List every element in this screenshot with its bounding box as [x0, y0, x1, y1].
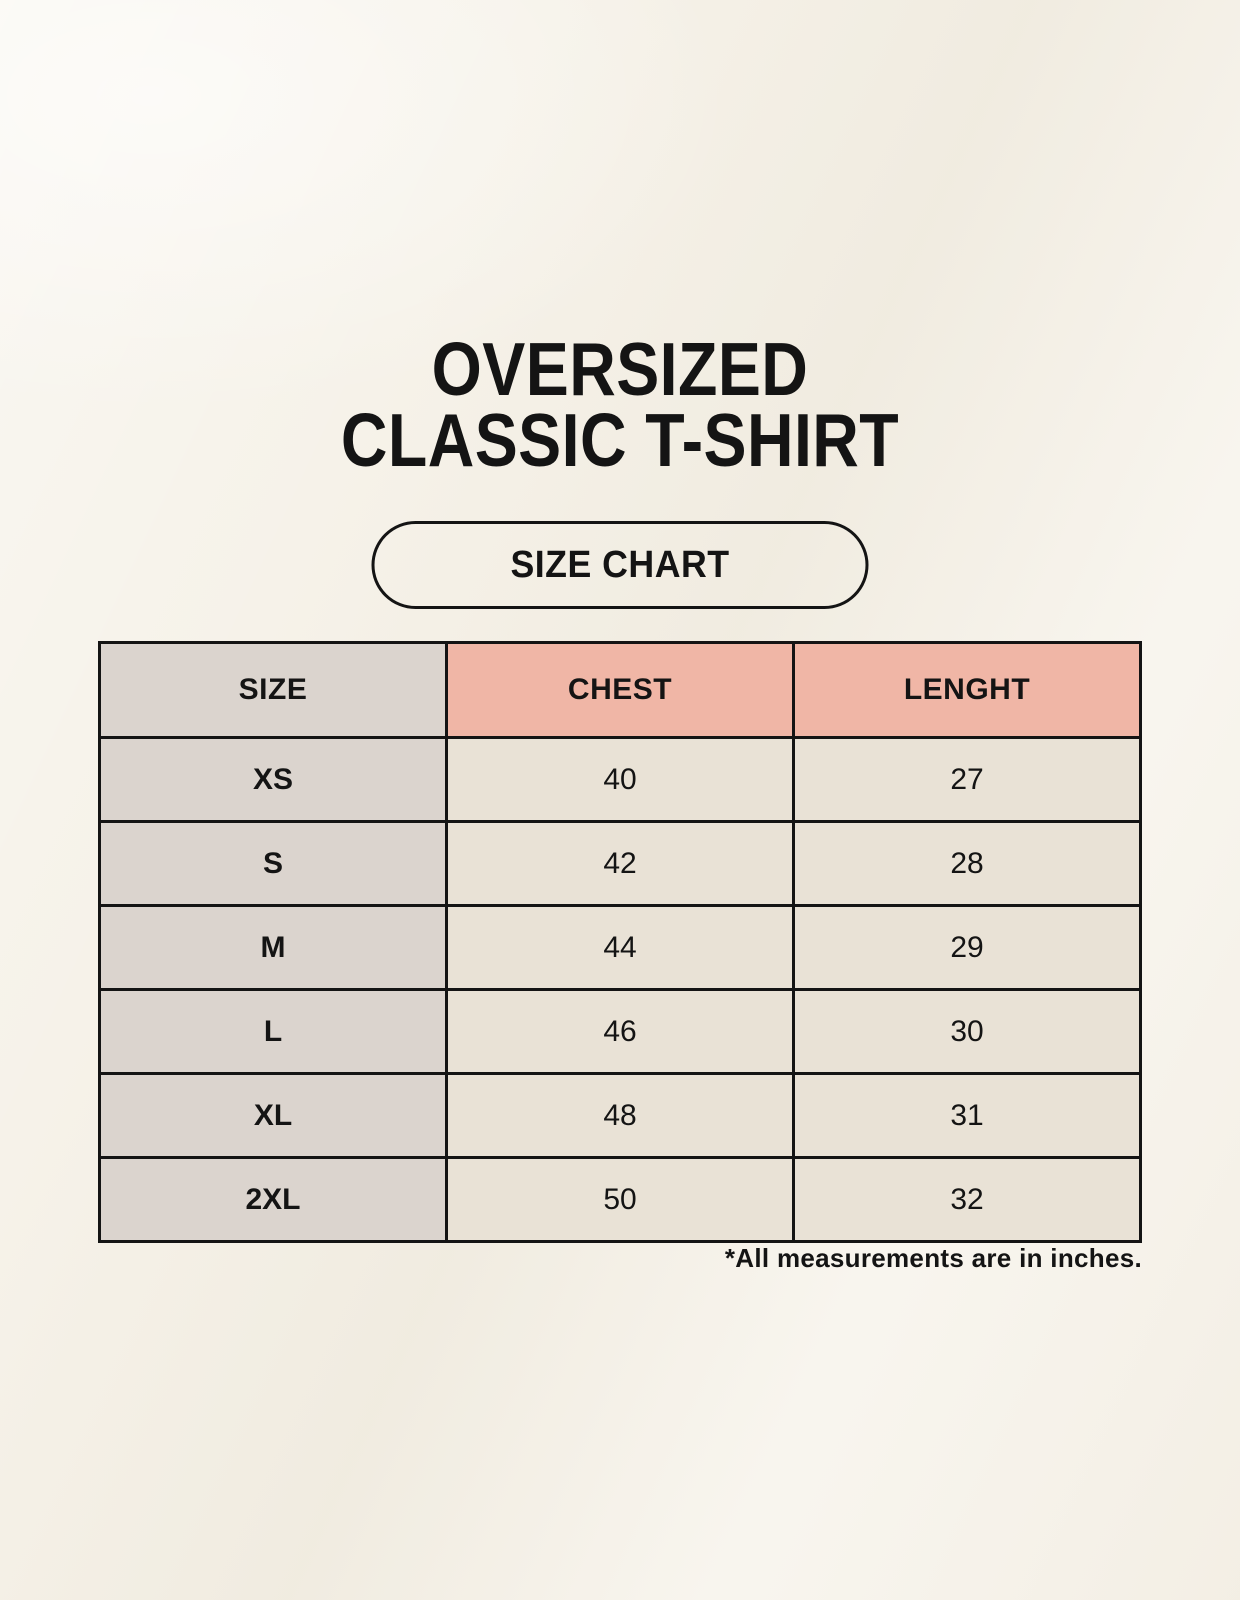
- lenght-cell: 32: [792, 1156, 1142, 1243]
- size-cell: 2XL: [98, 1156, 448, 1243]
- table-row: M 44 29: [98, 904, 1142, 991]
- table-row: XL 48 31: [98, 1072, 1142, 1159]
- size-cell: XL: [98, 1072, 448, 1159]
- table-header-row: SIZE CHEST LENGHT: [98, 641, 1142, 739]
- size-chart-table: SIZE CHEST LENGHT XS 40 27 S 42 28 M 44 …: [98, 641, 1142, 1243]
- size-cell: XS: [98, 736, 448, 823]
- chest-cell: 42: [445, 820, 795, 907]
- size-cell: L: [98, 988, 448, 1075]
- lenght-cell: 31: [792, 1072, 1142, 1159]
- product-title-line1: OVERSIZED: [431, 327, 809, 411]
- table-row: XS 40 27: [98, 736, 1142, 823]
- product-title: OVERSIZED CLASSIC T-SHIRT: [87, 327, 1153, 482]
- size-chart-badge: SIZE CHART: [371, 521, 869, 609]
- lenght-cell: 27: [792, 736, 1142, 823]
- column-header-chest: CHEST: [445, 641, 795, 739]
- chest-cell: 44: [445, 904, 795, 991]
- measurements-footnote: *All measurements are in inches.: [724, 1243, 1142, 1273]
- size-chart-badge-label: SIZE CHART: [510, 543, 730, 586]
- column-header-lenght: LENGHT: [792, 641, 1142, 739]
- lenght-cell: 29: [792, 904, 1142, 991]
- column-header-size: SIZE: [98, 641, 448, 739]
- chest-cell: 48: [445, 1072, 795, 1159]
- size-cell: M: [98, 904, 448, 991]
- chest-cell: 40: [445, 736, 795, 823]
- size-cell: S: [98, 820, 448, 907]
- chest-cell: 50: [445, 1156, 795, 1243]
- product-title-line2: CLASSIC T-SHIRT: [340, 398, 900, 482]
- chest-cell: 46: [445, 988, 795, 1075]
- lenght-cell: 28: [792, 820, 1142, 907]
- table-row: S 42 28: [98, 820, 1142, 907]
- lenght-cell: 30: [792, 988, 1142, 1075]
- table-row: L 46 30: [98, 988, 1142, 1075]
- table-row: 2XL 50 32: [98, 1156, 1142, 1243]
